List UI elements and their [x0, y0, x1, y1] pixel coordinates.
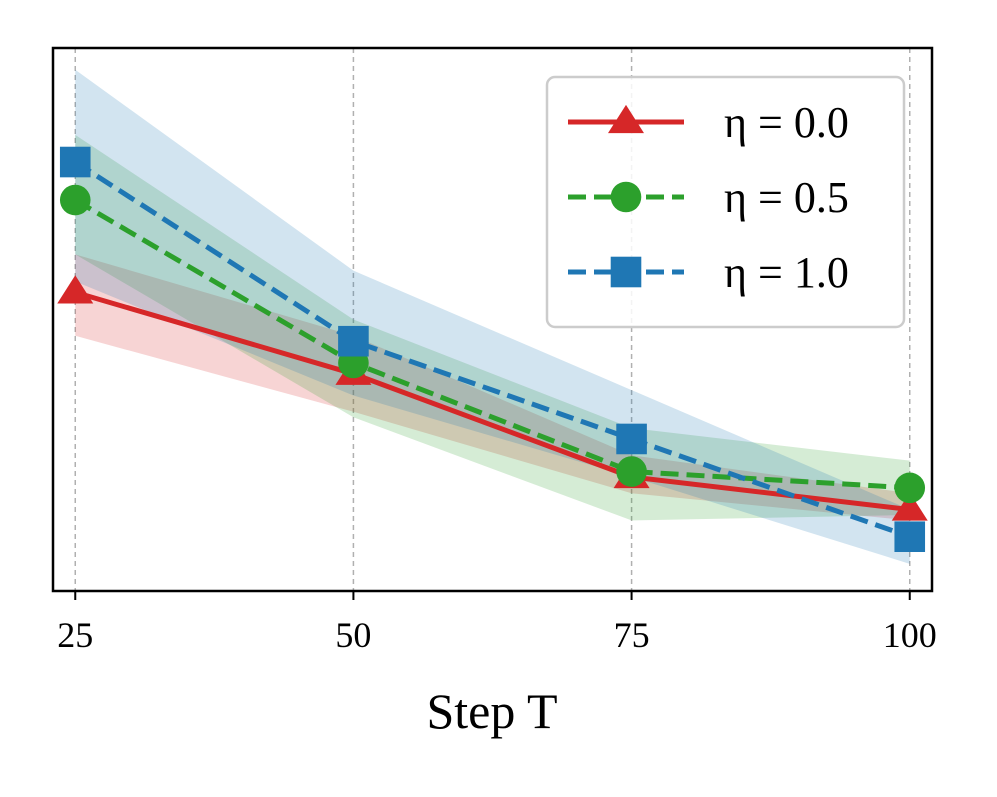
point-series-1-x100: [894, 472, 926, 504]
x-tick-label-25: 25: [57, 615, 93, 655]
line-series-1: [73, 197, 910, 491]
plot-frame: [51, 46, 934, 593]
point-series-1-x25: [59, 184, 91, 216]
legend-marker-0: [608, 104, 644, 134]
x-axis-ticks: 25 50 75 100: [57, 591, 937, 655]
point-series-0-x25: [57, 275, 94, 304]
point-series-2-x50: [338, 325, 369, 357]
point-series-0-x100: [891, 492, 928, 521]
line-series-0: [74, 289, 911, 513]
x-tick-label-75: 75: [614, 615, 650, 655]
legend-label-0: η = 0.0: [724, 98, 849, 147]
x-tick-label-100: 100: [883, 615, 937, 655]
legend-label-1: η = 0.5: [724, 173, 849, 222]
band-series-2: [75, 69, 910, 564]
point-series-1-x75: [616, 456, 647, 487]
point-series-2-x25: [59, 146, 91, 178]
line-series-2: [73, 159, 911, 540]
legend-marker-1: [610, 181, 642, 213]
series-lines: [73, 159, 911, 540]
point-series-2-x75: [616, 423, 647, 455]
legend-label-2: η = 1.0: [724, 248, 849, 297]
point-series-2-x100: [894, 521, 926, 552]
legend: η = 0.0 η = 0.5 η = 1.0: [545, 75, 906, 329]
x-tick-label-50: 50: [335, 615, 371, 655]
legend-marker-2: [610, 256, 642, 288]
series-markers: [57, 146, 928, 552]
x-axis-title: Step T: [426, 683, 557, 739]
